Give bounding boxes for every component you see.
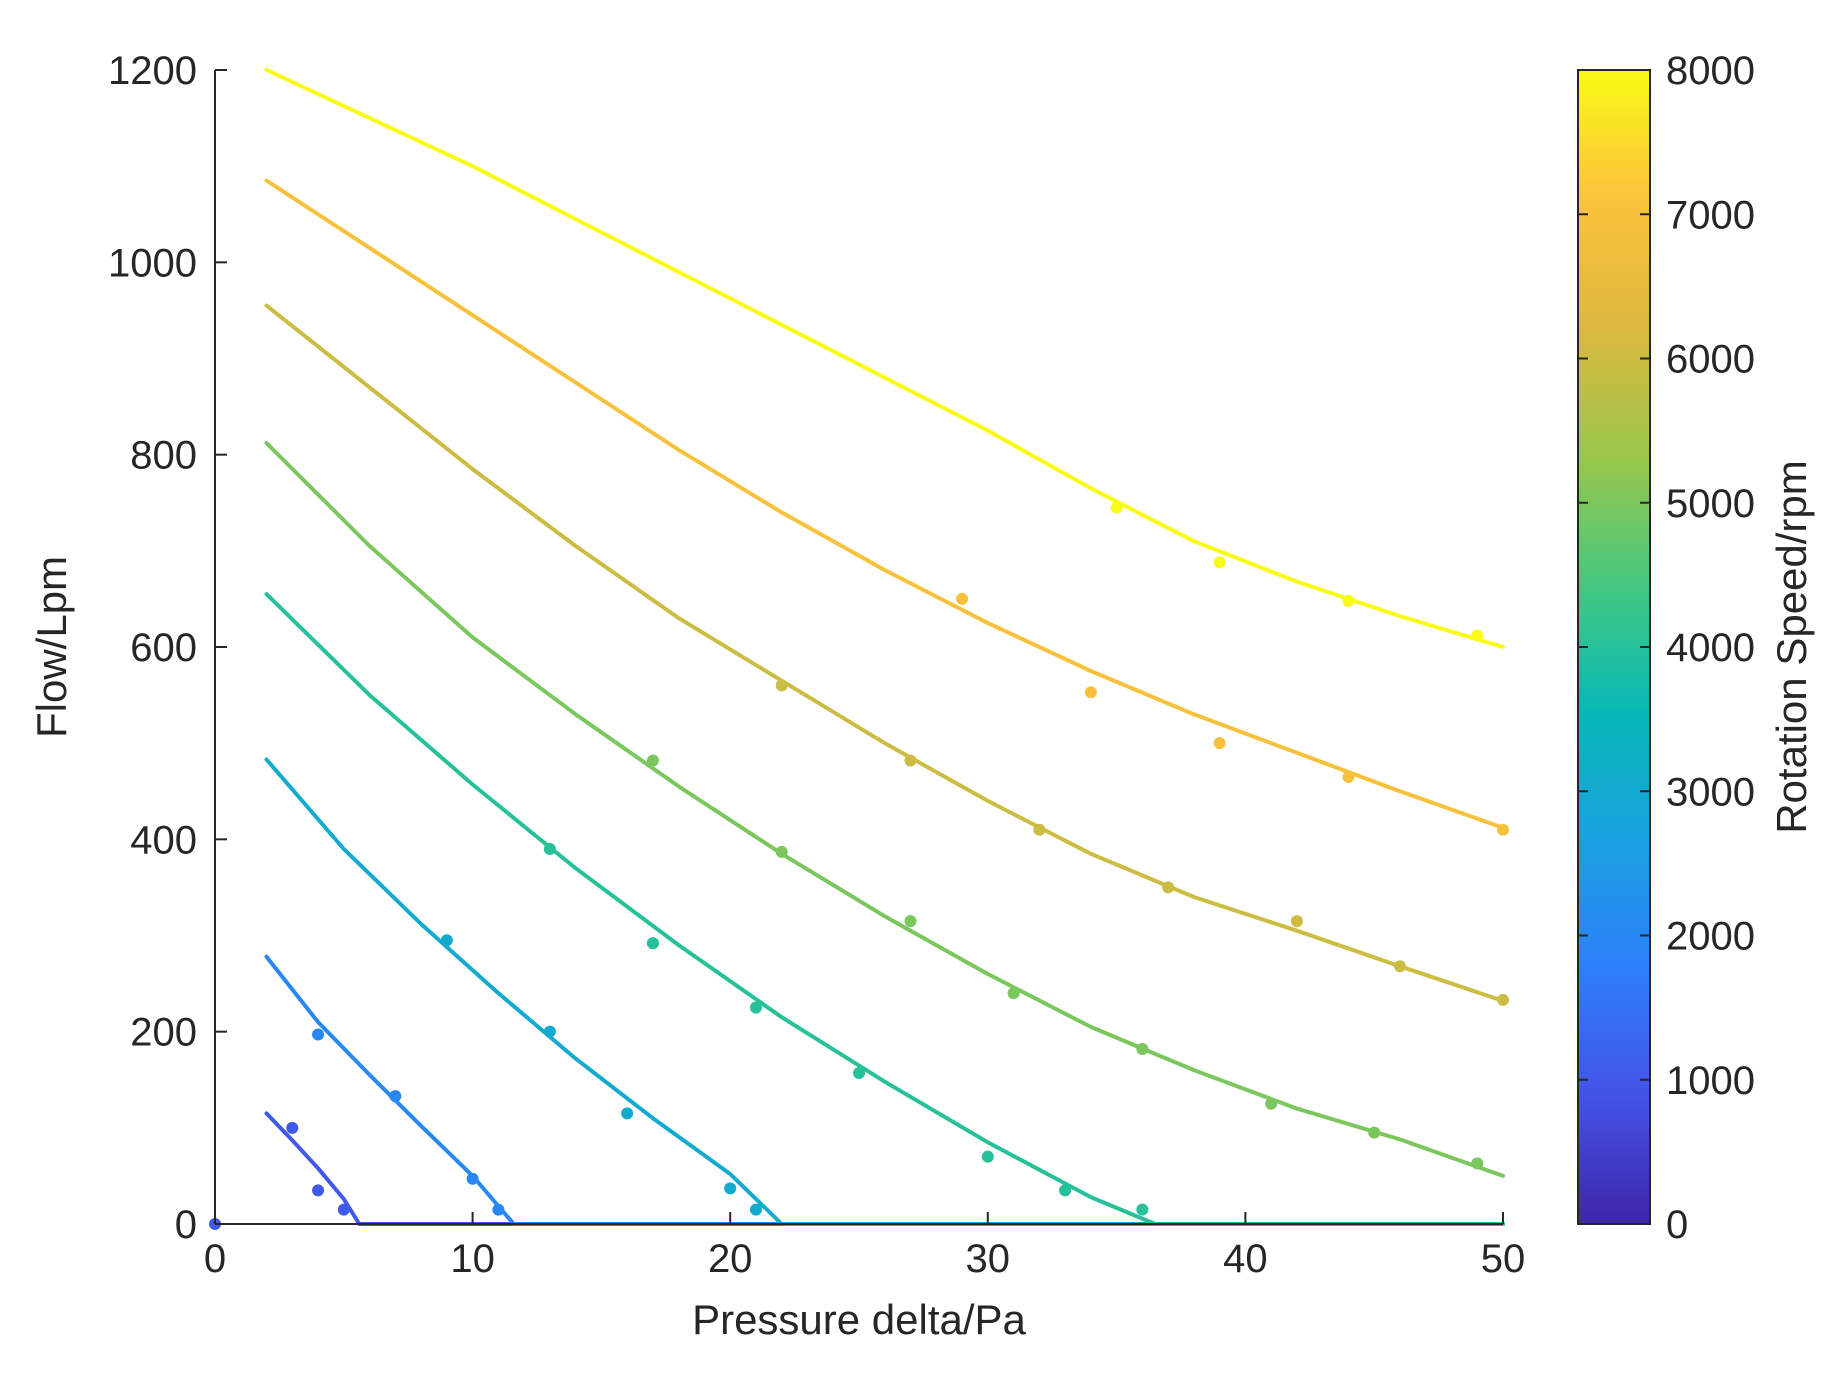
series-line-5000 <box>264 441 1505 1178</box>
data-point <box>981 1150 994 1163</box>
series-6000 <box>264 303 1509 1006</box>
data-point <box>492 1203 505 1216</box>
series-line-4000 <box>264 592 1505 1226</box>
data-point <box>1497 823 1509 836</box>
series-7000 <box>264 178 1509 836</box>
data-point <box>1290 915 1303 928</box>
series-3000 <box>264 757 1505 1226</box>
colorbar-label: Rotation Speed/rpm <box>1768 460 1815 834</box>
data-point <box>1368 1126 1381 1139</box>
data-point <box>1084 686 1097 699</box>
colorbar-tick-label: 4000 <box>1666 626 1755 670</box>
data-point <box>904 915 917 928</box>
axes-layer <box>214 70 1503 1225</box>
data-point <box>286 1121 299 1134</box>
data-point <box>337 1203 350 1216</box>
colorbar-tick-label: 6000 <box>1666 338 1755 382</box>
data-point <box>1033 823 1046 836</box>
y-tick-label: 200 <box>130 1011 197 1055</box>
data-point <box>312 1184 325 1197</box>
data-point <box>1110 501 1123 514</box>
data-point <box>1136 1203 1149 1216</box>
data-point <box>440 934 453 947</box>
data-point <box>1342 770 1355 783</box>
series-line-2000 <box>264 954 1505 1226</box>
data-point <box>1213 737 1226 750</box>
series-line-1000 <box>264 1111 1505 1226</box>
colorbar-tick-label: 1000 <box>1666 1059 1755 1103</box>
data-point <box>543 1025 556 1038</box>
colorbar-tick-label: 8000 <box>1666 49 1755 93</box>
data-point <box>1471 629 1484 642</box>
y-tick-label: 800 <box>130 434 197 478</box>
colorbar-tick-label: 7000 <box>1666 193 1755 237</box>
colorbar-tick-label: 3000 <box>1666 770 1755 814</box>
data-point <box>904 754 917 767</box>
y-ticks: 0 200 400 600 800 1000 1200 <box>108 49 227 1247</box>
data-point <box>1007 987 1020 1000</box>
data-point <box>853 1067 865 1080</box>
series-line-6000 <box>264 303 1505 1003</box>
data-point <box>1471 1157 1484 1170</box>
data-point <box>646 937 659 950</box>
x-tick-label: 40 <box>1223 1237 1268 1281</box>
x-tick-label: 0 <box>204 1237 226 1281</box>
colorbar-ticks: 0 1000 2000 3000 4000 5000 6000 7000 8000 <box>1578 49 1755 1247</box>
data-point <box>621 1107 634 1120</box>
data-point <box>466 1172 479 1185</box>
series-8000 <box>264 68 1505 649</box>
data-point <box>775 679 788 692</box>
series-line-8000 <box>264 68 1505 649</box>
colorbar-tick-label: 5000 <box>1666 482 1755 526</box>
colorbar: 0 1000 2000 3000 4000 5000 6000 7000 8000 Rotati… <box>1577 49 1815 1247</box>
x-tick-label: 30 <box>966 1237 1011 1281</box>
data-point <box>749 1001 762 1014</box>
data-point <box>646 754 659 767</box>
data-point <box>1497 993 1509 1006</box>
x-ticks: 0 10 20 30 40 50 <box>204 1212 1525 1281</box>
series-2000 <box>264 954 1505 1226</box>
data-point <box>1136 1042 1149 1055</box>
x-axis-label: Pressure delta/Pa <box>692 1296 1026 1343</box>
series-5000 <box>264 441 1505 1178</box>
colorbar-tick-label: 0 <box>1666 1203 1688 1247</box>
series-line-3000 <box>264 757 1505 1226</box>
data-point <box>1213 556 1226 569</box>
data-point <box>1059 1184 1072 1197</box>
colorbar-gradient <box>1577 69 1651 1225</box>
x-tick-label: 10 <box>450 1237 495 1281</box>
y-tick-label: 1200 <box>108 49 197 93</box>
series-line-7000 <box>264 178 1505 830</box>
data-point <box>1265 1097 1278 1110</box>
y-axis-label: Flow/Lpm <box>28 556 75 738</box>
data-point <box>1393 960 1406 973</box>
data-point <box>389 1090 402 1103</box>
y-tick-label: 1000 <box>108 241 197 285</box>
x-tick-label: 20 <box>708 1237 753 1281</box>
data-point <box>749 1203 762 1216</box>
data-point <box>956 592 969 605</box>
data-point <box>724 1182 737 1195</box>
data-point <box>543 842 556 855</box>
y-tick-label: 600 <box>130 626 197 670</box>
x-tick-label: 50 <box>1481 1237 1526 1281</box>
y-tick-label: 0 <box>175 1203 197 1247</box>
data-point <box>1342 594 1355 607</box>
data-point <box>312 1028 325 1041</box>
series-1000 <box>209 1111 1505 1230</box>
data-point <box>775 845 788 858</box>
colorbar-tick-label: 2000 <box>1666 915 1755 959</box>
series-4000 <box>264 592 1505 1226</box>
series-layer <box>209 68 1509 1230</box>
data-point <box>1162 881 1175 894</box>
y-tick-label: 400 <box>130 818 197 862</box>
